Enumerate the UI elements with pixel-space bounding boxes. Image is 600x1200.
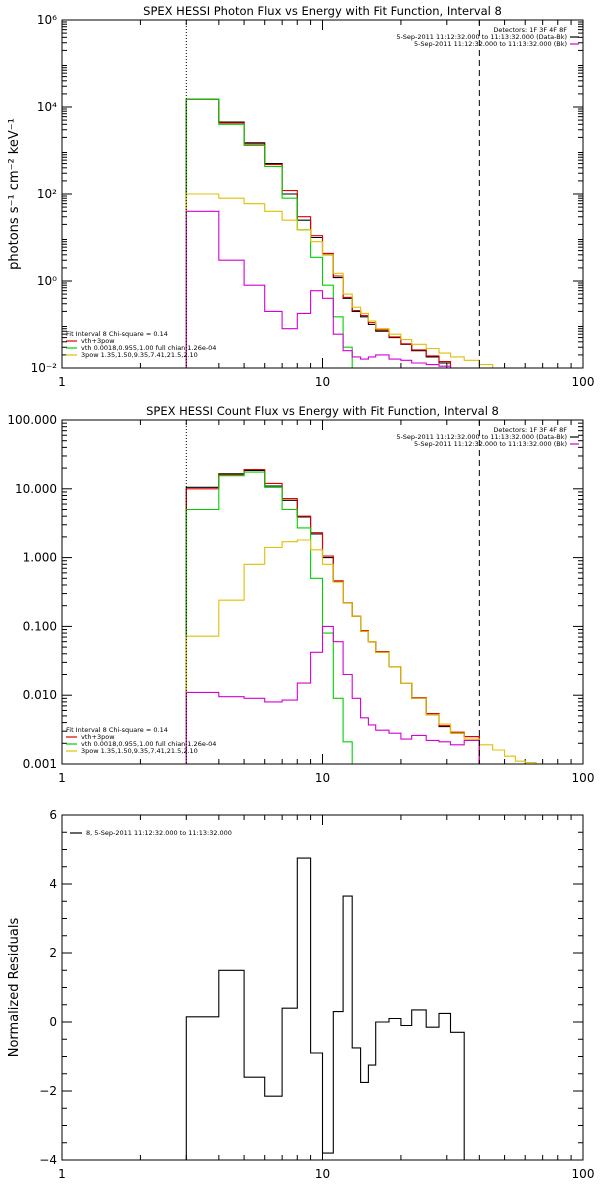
chart-3-x-tick-label: 10 <box>315 1167 330 1181</box>
chart-1-x-tick-label: 100 <box>572 375 595 389</box>
chart-2-x-tick-label: 10 <box>315 771 330 785</box>
chart-3: Normalized Residuals 1 10 100 −4 −2 0 2 4 6 8, 5-S… <box>7 808 594 1181</box>
chart-3-legend-entry: 8, 5-Sep-2011 11:12:32.000 to 11:13:32.0… <box>86 829 232 837</box>
chart-2-y-tick-label: 0.001 <box>23 757 57 771</box>
chart-1-legend-entry: 5-Sep-2011 11:12:32.000 to 11:13:32.000 … <box>414 40 567 48</box>
chart-3-y-tick-label: −2 <box>39 1084 57 1098</box>
chart-3-y-tick-label: 0 <box>49 1015 57 1029</box>
chart-1-series-1-line <box>185 98 452 368</box>
chart-2-legend-entry: vth 0.0018,0.955,1.00 full chian 1.26e-0… <box>81 740 216 748</box>
chart-3-y-tick-label: 2 <box>49 946 57 960</box>
chart-1-series-5-line <box>185 210 465 368</box>
chart-3-x-tick-label: 1 <box>58 1167 66 1181</box>
chart-1-legend-entry: 5-Sep-2011 11:12:32.000 to 11:13:32.000 … <box>396 33 567 41</box>
chart-1-legend-entry: Detectors: 1F 3F 4F 8F <box>493 26 567 34</box>
chart-2: SPEX HESSI Count Flux vs Energy with Fit… <box>7 404 594 785</box>
chart-2-series-4-line <box>185 539 537 764</box>
chart-1-x-tick-label: 10 <box>315 375 330 389</box>
chart-2-x-tick-label: 1 <box>58 771 66 785</box>
chart-1-frame <box>61 19 584 369</box>
chart-3-y-tick-label: −4 <box>39 1153 57 1167</box>
chart-3-y-tick-label: 6 <box>49 808 57 822</box>
chart-1: SPEX HESSI Photon Flux vs Energy with Fi… <box>7 4 594 389</box>
chart-1-legend-entry: Fit Interval 8 Chi-square = 0.14 <box>66 330 168 338</box>
chart-1-y-tick-label: 10⁴ <box>37 100 57 114</box>
chart-3-ylabel: Normalized Residuals <box>7 918 22 1058</box>
chart-1-y-tick-label: 10⁰ <box>37 274 57 288</box>
chart-2-y-tick-label: 10.000 <box>15 482 57 496</box>
chart-1-series-group <box>185 98 506 368</box>
chart-2-legend-entry: 5-Sep-2011 11:12:32.000 to 11:13:32.000 … <box>396 433 567 441</box>
chart-1-x-tick-label: 1 <box>58 375 66 389</box>
chart-2-y-tick-label: 100.000 <box>7 413 57 427</box>
chart-2-legend-entry: Fit Interval 8 Chi-square = 0.14 <box>66 726 168 734</box>
chart-2-legend-entry: vth+3pow <box>81 733 115 741</box>
chart-2-legend-entry: 3pow 1.35,1.50,9.35,7.41,21.5,2.10 <box>81 747 198 755</box>
chart-3-frame <box>61 814 584 1161</box>
chart-2-series-3-line <box>185 471 353 764</box>
chart-2-legend-entry: Detectors: 1F 3F 4F 8F <box>493 426 567 434</box>
chart-2-frame <box>61 419 584 765</box>
chart-1-title: SPEX HESSI Photon Flux vs Energy with Fi… <box>143 4 502 18</box>
chart-1-legend-entry: 3pow 1.35,1.50,9.35,7.41,21.5,2.10 <box>81 351 198 359</box>
chart-3-series-1-line <box>185 857 465 1160</box>
chart-1-ylabel: photons s⁻¹ cm⁻² keV⁻¹ <box>7 118 22 270</box>
chart-2-series-group <box>185 469 537 764</box>
chart-2-legend-entry: 5-Sep-2011 11:12:32.000 to 11:13:32.000 … <box>414 440 567 448</box>
chart-1-series-4-line <box>185 193 506 368</box>
chart-1-y-tick-label: 10² <box>37 187 57 201</box>
chart-2-title: SPEX HESSI Count Flux vs Energy with Fit… <box>146 404 499 418</box>
chart-1-y-tick-label: 10⁻² <box>31 361 58 375</box>
chart-1-y-tick-label: 10⁶ <box>37 13 57 27</box>
chart-2-y-tick-label: 0.010 <box>23 688 57 702</box>
chart-1-legend-entry: vth 0.0018,0.955,1.00 full chian 1.26e-0… <box>81 344 216 352</box>
chart-3-series-group <box>185 857 465 1160</box>
chart-2-y-tick-label: 0.100 <box>23 619 57 633</box>
chart-3-x-tick-label: 100 <box>572 1167 595 1181</box>
chart-2-x-tick-label: 100 <box>572 771 595 785</box>
chart-2-series-5-line <box>185 625 480 764</box>
chart-2-y-tick-label: 1.000 <box>23 551 57 565</box>
chart-3-y-tick-label: 4 <box>49 877 57 891</box>
chart-1-legend-entry: vth+3pow <box>81 337 115 345</box>
